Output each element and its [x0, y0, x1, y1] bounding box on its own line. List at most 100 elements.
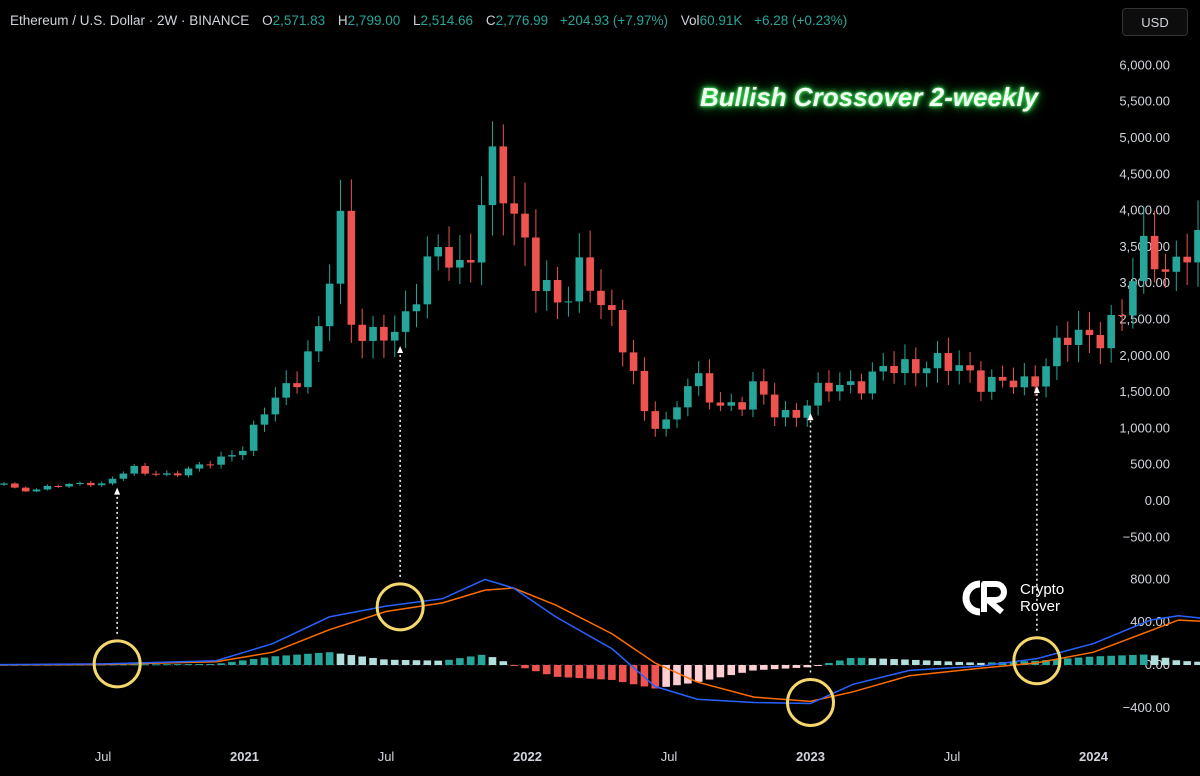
low-value: 2,514.66 — [420, 13, 474, 28]
symbol-title: Ethereum / U.S. Dollar · 2W · BINANCE — [10, 13, 250, 28]
crypto-rover-logo: Crypto Rover — [958, 578, 1064, 618]
macd-histogram-bar — [716, 665, 725, 678]
candle-body — [445, 247, 453, 268]
candle-body — [184, 468, 193, 476]
macd-histogram-bar — [173, 664, 182, 666]
candle-body — [608, 305, 616, 311]
candle-body — [195, 464, 204, 469]
crossover-circle — [92, 639, 142, 689]
macd-histogram-bar — [857, 657, 866, 665]
crossover-circle — [786, 677, 835, 727]
price-axis-tick: 4,500.00 — [1119, 166, 1170, 181]
candle-body — [1085, 329, 1094, 336]
macd-histogram-bar — [673, 665, 681, 686]
candle-body — [781, 409, 790, 418]
candle-body — [76, 482, 84, 484]
candle-body — [1096, 335, 1105, 349]
close-label: C — [485, 13, 496, 28]
time-axis-tick: Jul — [95, 749, 112, 764]
candle-body — [510, 203, 518, 214]
close-value: 2,776.99 — [495, 13, 549, 28]
macd-histogram-bar — [1150, 655, 1159, 665]
macd-histogram-bar — [130, 664, 139, 666]
macd-histogram-bar — [803, 665, 812, 668]
macd-histogram-bar — [1053, 659, 1061, 665]
candle-body — [1172, 256, 1181, 272]
candle-body — [1063, 337, 1072, 345]
candle-body — [629, 352, 638, 371]
candle-body — [152, 473, 160, 475]
candle-body — [249, 424, 258, 451]
macd-histogram-bar — [260, 657, 269, 665]
macd-histogram-bar — [977, 662, 985, 665]
candle-body — [173, 473, 182, 476]
candle-body — [1129, 281, 1137, 316]
price-axis-tick: 5,000.00 — [1119, 130, 1170, 145]
candle-body — [586, 257, 594, 291]
currency-button[interactable]: USD — [1122, 8, 1188, 36]
price-axis-tick: 5,500.00 — [1119, 94, 1170, 109]
macd-histogram-bar — [466, 656, 475, 665]
candle-body — [97, 483, 106, 486]
macd-histogram-bar — [890, 659, 898, 665]
macd-histogram-bar — [694, 665, 703, 682]
price-axis-tick: 1,000.00 — [1119, 420, 1170, 435]
candle-body — [977, 370, 985, 392]
logo-line1: Crypto — [1020, 581, 1065, 598]
macd-histogram-bar — [1074, 657, 1083, 665]
open-value: 2,571.83 — [272, 13, 326, 28]
macd-histogram-bar — [456, 658, 464, 665]
volume-change: +6.28 (+0.23%) — [754, 13, 848, 28]
candle-body — [716, 402, 725, 406]
candle-body — [304, 351, 312, 388]
candle-body — [694, 373, 703, 387]
crossover-circle — [1012, 636, 1062, 686]
candle-body — [1031, 376, 1039, 387]
candle-body — [32, 489, 41, 492]
candle-body — [130, 465, 139, 474]
time-axis-tick: Jul — [944, 749, 961, 764]
macd-histogram-bar — [401, 660, 410, 665]
candle-body — [456, 260, 464, 268]
macd-histogram-bar — [792, 665, 801, 668]
price-axis-tick: 2,000.00 — [1119, 348, 1170, 363]
candle-body — [336, 210, 345, 284]
time-axis-tick: 2022 — [513, 749, 542, 764]
candle-body — [542, 279, 551, 291]
candle-body — [673, 407, 681, 420]
candle-body — [108, 478, 117, 484]
macd-histogram-bar — [238, 660, 247, 665]
candle-body — [532, 237, 540, 291]
logo-mark-icon — [962, 580, 1007, 616]
macd-histogram-bar — [434, 660, 442, 665]
macd-histogram-bar — [1129, 654, 1137, 665]
candle-body — [206, 464, 215, 466]
macd-histogram-bar — [542, 665, 551, 675]
candle-body — [271, 397, 280, 415]
candle-body — [564, 301, 573, 303]
macd-histogram-bar — [119, 664, 128, 666]
macd-histogram-bar — [770, 665, 779, 670]
candle-body — [987, 376, 996, 392]
macd-histogram-bar — [1183, 661, 1191, 665]
macd-histogram-bar — [499, 661, 508, 665]
candle-body — [1150, 235, 1159, 270]
candle-body — [857, 381, 866, 394]
candle-body — [87, 482, 95, 486]
candle-body — [380, 326, 388, 341]
candle-body — [314, 326, 323, 352]
candle-body — [488, 146, 497, 206]
macd-histogram-bar — [922, 660, 931, 665]
symbol-header: Ethereum / U.S. Dollar · 2W · BINANCE O2… — [10, 13, 847, 28]
macd-histogram-bar — [901, 659, 909, 665]
macd-histogram-bar — [488, 657, 497, 665]
macd-histogram-bar — [944, 661, 953, 665]
macd-line — [0, 578, 1200, 705]
price-axis-tick: 0.00 — [1145, 493, 1170, 508]
macd-histogram-bar — [608, 665, 616, 680]
macd-histogram-bar — [521, 665, 529, 669]
macd-histogram-bar — [597, 665, 605, 680]
macd-histogram-bar — [1118, 655, 1126, 665]
volume-value: 60.91K — [699, 13, 743, 28]
